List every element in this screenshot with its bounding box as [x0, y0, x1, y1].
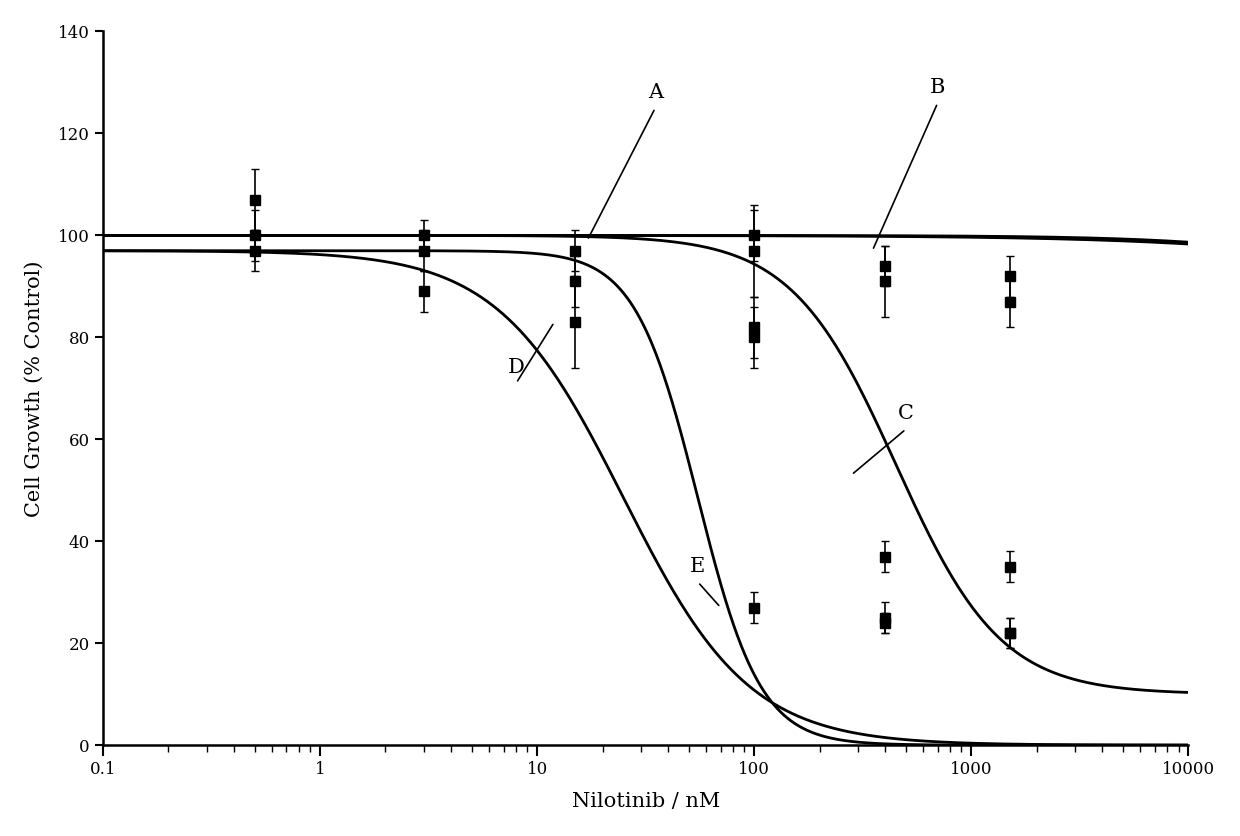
Text: E: E — [691, 558, 706, 576]
Text: A: A — [647, 83, 663, 102]
X-axis label: Nilotinib / nM: Nilotinib / nM — [572, 792, 719, 811]
Text: D: D — [507, 359, 525, 377]
Text: B: B — [930, 78, 945, 97]
Y-axis label: Cell Growth (% Control): Cell Growth (% Control) — [25, 260, 43, 517]
Text: C: C — [898, 405, 914, 423]
